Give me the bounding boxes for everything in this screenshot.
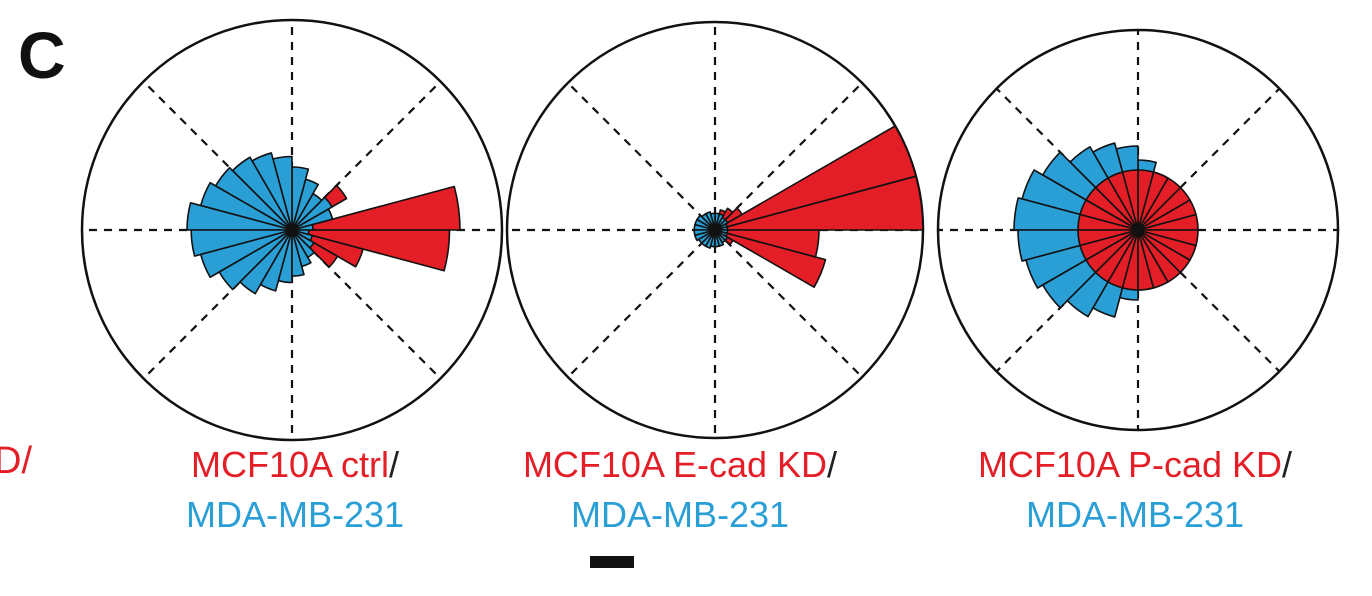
caption-pcad-line2: MDA-MB-231 [1025, 494, 1245, 535]
rose-ctrl-wedge-blue [199, 229, 293, 279]
caption-pcad-slash: / [1282, 444, 1293, 485]
rose-ecad-wedge-red [714, 229, 827, 288]
rose-ecad-grid-spoke [567, 229, 716, 378]
rose-ctrl-wedge-blue [186, 202, 293, 231]
caption-ecad-line1: MCF10A E-cad KD [522, 444, 828, 485]
rose-ecad-grid-spoke [714, 229, 863, 378]
rose-ctrl-wedge-blue [291, 229, 316, 259]
caption-ctrl-slash: / [389, 444, 400, 485]
rose-ctrl-wedge-blue [239, 229, 293, 295]
rose-pcad-wedge-red [1137, 229, 1199, 247]
caption-ctrl: MCF10A ctrl/ MDA-MB-231 [85, 440, 505, 540]
panel-letter: C [18, 18, 66, 92]
rose-ecad-center-dot [710, 225, 720, 235]
next-panel-letter-fragment [590, 556, 634, 596]
caption-ecad: MCF10A E-cad KD/ MDA-MB-231 [470, 440, 890, 540]
rose-ecad-grid-spoke [714, 82, 863, 231]
rose-ctrl-wedge-blue [291, 229, 314, 242]
rose-ctrl-wedge-blue [218, 229, 293, 291]
caption-ctrl-line2: MDA-MB-231 [185, 494, 405, 535]
rose-ctrl-wedge-blue [259, 229, 293, 292]
rose-ecad-wedge-blue [704, 229, 716, 249]
rose-ctrl-wedge-red [291, 185, 461, 231]
rose-ecad-wedge-red [714, 125, 917, 231]
caption-ctrl-line1: MCF10A ctrl [190, 444, 390, 485]
rose-ctrl-wedge-blue [277, 229, 293, 284]
rose-ecad-wedge-red [714, 229, 820, 258]
rose-ecad-grid-spoke [567, 82, 716, 231]
caption-ecad-slash: / [827, 444, 838, 485]
rose-ctrl-wedge-blue [291, 229, 315, 249]
rose-ctrl-wedge-blue [291, 196, 333, 231]
rose-pcad-center-dot [1133, 225, 1143, 235]
caption-ecad-line2: MDA-MB-231 [570, 494, 790, 535]
clipped-caption-fragment: D/ [0, 440, 32, 482]
rose-ctrl-wedge-red [291, 229, 451, 272]
caption-pcad: MCF10A P-cad KD/ MDA-MB-231 [925, 440, 1345, 540]
caption-pcad-line1: MCF10A P-cad KD [977, 444, 1283, 485]
rose-ctrl-center-dot [287, 225, 297, 235]
